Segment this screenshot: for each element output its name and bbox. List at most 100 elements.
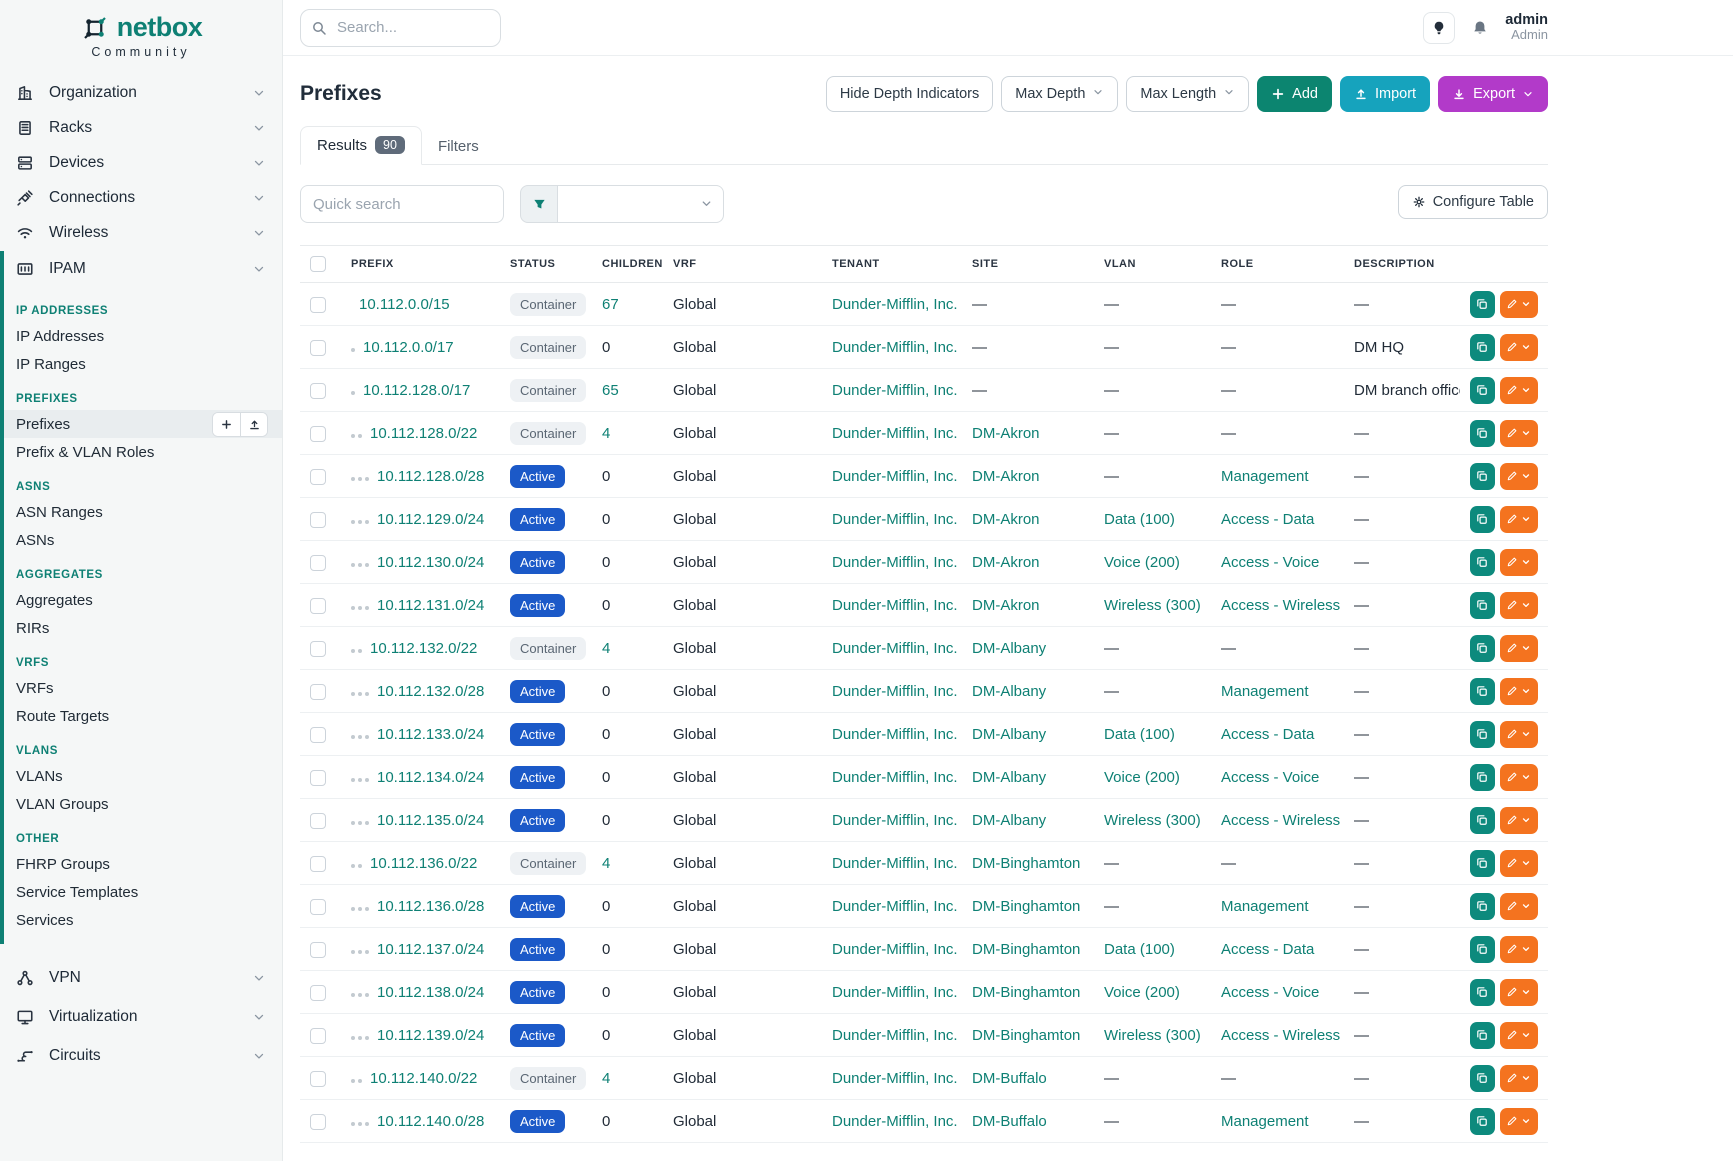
prefix-link[interactable]: 10.112.136.0/28 (377, 898, 484, 915)
vlan-link[interactable]: — (1104, 640, 1119, 657)
site-link[interactable]: DM-Akron (972, 468, 1040, 485)
tenant-link[interactable]: Dunder-Mifflin, Inc. (832, 683, 958, 700)
tenant-link[interactable]: Dunder-Mifflin, Inc. (832, 726, 958, 743)
role-link[interactable]: Management (1221, 1113, 1309, 1130)
tenant-link[interactable]: Dunder-Mifflin, Inc. (832, 511, 958, 528)
search-input[interactable] (300, 9, 501, 47)
site-link[interactable]: DM-Buffalo (972, 1070, 1047, 1087)
tenant-link[interactable]: Dunder-Mifflin, Inc. (832, 1113, 958, 1130)
clone-button[interactable] (1470, 721, 1495, 748)
vlan-link[interactable]: — (1104, 898, 1119, 915)
sidebar-item[interactable]: Prefixes (0, 410, 282, 438)
vlan-link[interactable]: Voice (200) (1104, 769, 1180, 786)
sidebar-item[interactable]: Connections (0, 180, 282, 215)
vlan-link[interactable]: Wireless (300) (1104, 1027, 1201, 1044)
clone-button[interactable] (1470, 420, 1495, 447)
add-button[interactable]: Add (1257, 76, 1332, 112)
tenant-link[interactable]: Dunder-Mifflin, Inc. (832, 554, 958, 571)
add-prefix-button[interactable] (213, 413, 240, 436)
edit-button[interactable] (1500, 420, 1538, 447)
tenant-link[interactable]: Dunder-Mifflin, Inc. (832, 769, 958, 786)
role-link[interactable]: — (1221, 1070, 1236, 1087)
role-link[interactable]: Access - Wireless (1221, 1027, 1340, 1044)
role-link[interactable]: Access - Data (1221, 511, 1314, 528)
tenant-link[interactable]: Dunder-Mifflin, Inc. (832, 597, 958, 614)
import-button[interactable]: Import (1340, 76, 1430, 112)
prefix-link[interactable]: 10.112.135.0/24 (377, 812, 484, 829)
row-checkbox[interactable] (310, 856, 326, 872)
tenant-link[interactable]: Dunder-Mifflin, Inc. (832, 1027, 958, 1044)
edit-button[interactable] (1500, 291, 1538, 318)
site-link[interactable]: DM-Akron (972, 597, 1040, 614)
hide-depth-indicators-button[interactable]: Hide Depth Indicators (826, 76, 993, 112)
clone-button[interactable] (1470, 377, 1495, 404)
column-header-vrf[interactable]: VRF (663, 246, 822, 283)
prefix-link[interactable]: 10.112.133.0/24 (377, 726, 484, 743)
prefix-link[interactable]: 10.112.140.0/28 (377, 1113, 484, 1130)
site-link[interactable]: DM-Akron (972, 511, 1040, 528)
tenant-link[interactable]: Dunder-Mifflin, Inc. (832, 1070, 958, 1087)
sidebar-item[interactable]: IP Ranges (0, 350, 282, 378)
prefix-link[interactable]: 10.112.132.0/22 (370, 640, 477, 657)
role-link[interactable]: — (1221, 640, 1236, 657)
prefix-link[interactable]: 10.112.132.0/28 (377, 683, 484, 700)
sidebar-item[interactable]: Circuits (0, 1036, 282, 1075)
tenant-link[interactable]: Dunder-Mifflin, Inc. (832, 941, 958, 958)
row-checkbox[interactable] (310, 727, 326, 743)
edit-button[interactable] (1500, 1108, 1538, 1135)
column-header-vlan[interactable]: VLAN (1094, 246, 1211, 283)
children-count[interactable]: 0 (602, 468, 610, 485)
vlan-link[interactable]: — (1104, 425, 1119, 442)
clone-button[interactable] (1470, 635, 1495, 662)
row-checkbox[interactable] (310, 426, 326, 442)
edit-button[interactable] (1500, 721, 1538, 748)
quick-search-input[interactable] (300, 185, 504, 223)
edit-button[interactable] (1500, 549, 1538, 576)
clone-button[interactable] (1470, 1108, 1495, 1135)
prefix-link[interactable]: 10.112.0.0/17 (363, 339, 454, 356)
site-link[interactable]: DM-Akron (972, 554, 1040, 571)
row-checkbox[interactable] (310, 985, 326, 1001)
column-header-site[interactable]: SITE (962, 246, 1094, 283)
vlan-link[interactable]: — (1104, 855, 1119, 872)
edit-button[interactable] (1500, 678, 1538, 705)
children-count[interactable]: 0 (602, 812, 610, 829)
theme-toggle-button[interactable] (1423, 12, 1455, 44)
saved-filter-select[interactable] (558, 185, 724, 223)
edit-button[interactable] (1500, 463, 1538, 490)
clone-button[interactable] (1470, 463, 1495, 490)
role-link[interactable]: Access - Data (1221, 726, 1314, 743)
vlan-link[interactable]: — (1104, 339, 1119, 356)
sidebar-item[interactable]: IP Addresses (0, 322, 282, 350)
vlan-link[interactable]: Data (100) (1104, 511, 1175, 528)
site-link[interactable]: — (972, 382, 987, 399)
clone-button[interactable] (1470, 764, 1495, 791)
vlan-link[interactable]: — (1104, 382, 1119, 399)
vlan-link[interactable]: — (1104, 1113, 1119, 1130)
row-checkbox[interactable] (310, 641, 326, 657)
edit-button[interactable] (1500, 850, 1538, 877)
row-checkbox[interactable] (310, 555, 326, 571)
user-menu[interactable]: admin Admin (1505, 12, 1548, 44)
edit-button[interactable] (1500, 979, 1538, 1006)
site-link[interactable]: DM-Binghamton (972, 1027, 1080, 1044)
tenant-link[interactable]: Dunder-Mifflin, Inc. (832, 468, 958, 485)
prefix-link[interactable]: 10.112.0.0/15 (359, 296, 450, 313)
configure-table-button[interactable]: Configure Table (1398, 185, 1548, 219)
column-header-status[interactable]: STATUS (500, 246, 592, 283)
prefix-link[interactable]: 10.112.140.0/22 (370, 1070, 477, 1087)
edit-button[interactable] (1500, 893, 1538, 920)
row-checkbox[interactable] (310, 598, 326, 614)
role-link[interactable]: Management (1221, 468, 1309, 485)
sidebar-item[interactable]: Virtualization (0, 997, 282, 1036)
edit-button[interactable] (1500, 635, 1538, 662)
tenant-link[interactable]: Dunder-Mifflin, Inc. (832, 382, 958, 399)
children-count[interactable]: 0 (602, 683, 610, 700)
column-header-description[interactable]: DESCRIPTION (1344, 246, 1460, 283)
vlan-link[interactable]: Voice (200) (1104, 554, 1180, 571)
clone-button[interactable] (1470, 807, 1495, 834)
max-length-dropdown[interactable]: Max Length (1126, 76, 1249, 112)
children-count[interactable]: 0 (602, 339, 610, 356)
role-link[interactable]: Access - Voice (1221, 984, 1319, 1001)
children-count[interactable]: 4 (602, 1070, 610, 1087)
